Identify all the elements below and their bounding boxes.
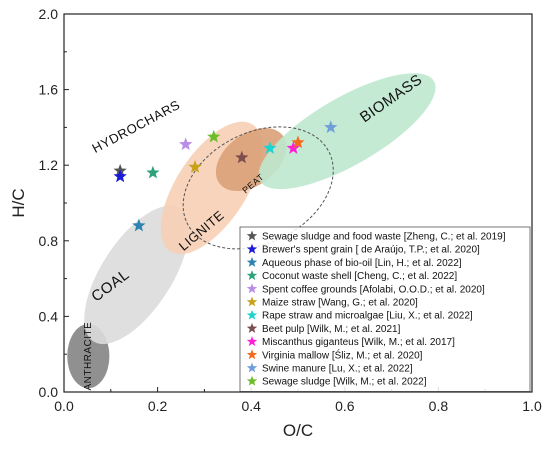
data-point-2 [113,169,127,183]
x-tick-label: 0.6 [335,398,355,414]
legend-marker-9 [246,336,258,347]
legend-label-6: Maize straw [Wang, G.; et al. 2020] [262,298,418,309]
legend: Sewage sludge and food waste [Zheng, C.;… [239,226,531,392]
legend-marker-1 [246,230,258,241]
legend-marker-7 [246,309,258,320]
x-tick-label: 0.4 [241,398,261,414]
legend-label-7: Rape straw and microalgae [Liu, X.; et a… [262,311,473,322]
legend-marker-11 [246,362,258,373]
x-tick-label: 0.2 [148,398,168,414]
region-label-hydrochars: HYDROCHARS [89,97,182,156]
data-point-6 [188,160,202,173]
y-tick-label: 0.4 [39,308,59,324]
legend-marker-3 [246,256,258,267]
legend-label-8: Beet pulp [Wilk, M.; et al. 2021] [262,324,401,335]
legend-label-11: Swine manure [Lu, X.; et al. 2022] [262,364,413,375]
x-axis-label: O/C [283,421,313,440]
legend-marker-6 [246,296,258,307]
legend-label-9: Miscanthus giganteus [Wilk, M.; et al. 2… [262,337,455,348]
y-tick-label: 2.0 [39,6,59,22]
x-tick-label: 0.0 [54,398,74,414]
data-point-11 [324,120,338,134]
data-point-9 [286,141,300,154]
legend-marker-4 [246,270,258,281]
legend-label-2: Brewer's spent grain [ de Araújo, T.P.; … [262,245,480,256]
legend-marker-10 [246,349,258,360]
data-point-3 [132,218,146,232]
ticks-layer: 0.0 0.2 0.4 0.6 0.8 1.0 0.0 0.4 0.8 1.2 1.6 2.0 [39,6,542,414]
y-tick-label: 0.0 [39,384,59,400]
legend-label-10: Virginia mallow [Śliz, M.; et al. 2020] [262,348,423,361]
data-point-10 [291,135,305,149]
data-point-7 [263,141,277,154]
data-point-5 [179,137,193,151]
y-tick-label: 0.8 [39,233,59,249]
x-tick-label: 0.8 [429,398,449,414]
y-tick-label: 1.6 [39,82,59,98]
legend-marker-5 [246,283,258,294]
data-point-12 [207,129,221,143]
x-tick-label: 1.0 [522,398,542,414]
data-point-8 [235,150,249,164]
legend-label-1: Sewage sludge and food waste [Zheng, C.;… [262,232,506,243]
legend-label-4: Coconut waste shell [Cheng, C.; et al. 2… [262,271,457,282]
legend-box [239,226,531,392]
legend-marker-12 [246,375,258,386]
regions-layer [67,73,436,389]
data-point-4 [146,165,160,179]
legend-marker-2 [246,243,258,254]
legend-label-12: Sewage sludge [Wilk, M.; et al. 2022] [262,377,427,388]
legend-label-5: Spent coffee grounds [Afolabi, O.O.D.; e… [262,284,485,295]
points-layer [113,120,338,232]
region-biomass [258,73,436,190]
y-tick-label: 1.2 [39,157,59,173]
region-label-anthracite: ANTHRACITE [83,322,94,391]
legend-label-3: Aqueous phase of bio-oil [Lin, H.; et al… [262,258,462,269]
y-axis-label: H/C [9,188,28,217]
legend-marker-8 [246,322,258,333]
